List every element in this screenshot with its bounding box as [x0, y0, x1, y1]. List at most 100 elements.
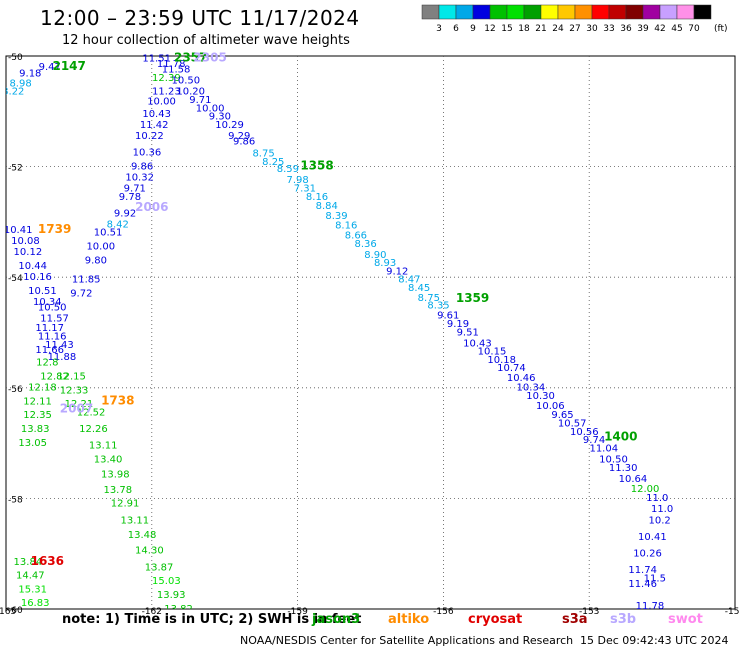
- y-tick-label: -54: [8, 274, 23, 284]
- track-time-label: 1359: [456, 291, 489, 305]
- wave-height-point: 10.29: [215, 120, 244, 131]
- wave-height-point: 8.47: [398, 275, 420, 286]
- wave-height-point: 13.05: [18, 438, 47, 449]
- colorbar-label: 24: [552, 24, 564, 34]
- satellite-legend-cryosat: cryosat: [468, 612, 523, 627]
- colorbar-unit: (ft): [714, 24, 728, 34]
- wave-height-point: 10.18: [487, 355, 516, 366]
- x-tick-label: -165: [0, 607, 16, 617]
- satellite-legend-s3a: s3a: [562, 612, 588, 627]
- wave-height-point: 10.46: [507, 373, 536, 384]
- wave-height-point: 11.23: [152, 87, 181, 98]
- wave-height-point: 13.83: [21, 424, 50, 435]
- wave-height-point: 9.18: [19, 68, 41, 79]
- y-tick-label: -52: [8, 164, 23, 174]
- wave-height-point: 9.29: [228, 131, 250, 142]
- wave-height-point: 12.91: [111, 499, 140, 510]
- x-tick-label: -153: [579, 607, 599, 617]
- wave-height-point: 11.46: [628, 579, 657, 590]
- track-time-label: 1738: [101, 393, 134, 407]
- wave-height-point: 9.71: [189, 95, 211, 106]
- wave-height-point: 10.26: [633, 548, 662, 559]
- satellite-legend-swot: swot: [668, 612, 703, 627]
- wave-height-point: 13.11: [89, 441, 118, 452]
- wave-height-point: 13.78: [103, 485, 132, 496]
- wave-height-point: 13.98: [101, 469, 130, 480]
- wave-height-point: 10.43: [463, 338, 492, 349]
- wave-height-point: 12.15: [57, 372, 86, 383]
- wave-height-point: 14.47: [16, 571, 45, 582]
- wave-height-point: 8.36: [355, 239, 377, 250]
- wave-height-point: 10.12: [14, 247, 43, 258]
- plot-frame: [5, 55, 736, 610]
- track-time-label: 1950: [633, 620, 666, 634]
- wave-height-point: 7.98: [286, 175, 308, 186]
- wave-height-point: 12.39: [152, 73, 181, 84]
- wave-height-point: 8.22: [2, 87, 24, 98]
- wave-height-point: 11.42: [140, 120, 169, 131]
- wave-height-point: 12.33: [60, 385, 89, 396]
- wave-height-point: 10.74: [497, 363, 526, 374]
- wave-height-point: 12.26: [79, 424, 108, 435]
- wave-height-point: 10.36: [133, 148, 162, 159]
- wave-height-point: 9.51: [457, 327, 479, 338]
- wave-height-point: 11.66: [35, 345, 64, 356]
- wave-height-point: 11.51: [142, 54, 171, 65]
- wave-height-point: 13.93: [157, 590, 186, 601]
- wave-height-point: 10.64: [619, 474, 648, 485]
- wave-height-point: 7.31: [294, 183, 316, 194]
- wave-height-point: 8.59: [277, 164, 299, 175]
- colorbar-label: 6: [453, 24, 459, 34]
- wave-height-point: 8.39: [325, 211, 347, 222]
- wave-height-point: 14.30: [135, 546, 164, 557]
- wave-height-point: 10.00: [196, 103, 225, 114]
- y-tick-label: -58: [8, 495, 23, 505]
- wave-height-point: 10.22: [135, 131, 164, 142]
- wave-height-point: 9.72: [70, 289, 92, 300]
- wave-height-point: 11.16: [38, 332, 67, 343]
- wave-height-point: 10.50: [599, 454, 628, 465]
- page-title: 12:00 – 23:59 UTC 11/17/2024: [40, 6, 360, 30]
- colorbar-label: 9: [470, 24, 476, 34]
- wave-height-point: 10.50: [171, 76, 200, 87]
- track-time-label: 1400: [604, 429, 637, 443]
- wave-height-point: 9.65: [551, 410, 573, 421]
- footer-note: note: 1) Time is in UTC; 2) SWH is in fe…: [62, 612, 362, 627]
- colorbar-label: 39: [637, 24, 649, 34]
- wave-height-point: 8.90: [364, 250, 386, 261]
- wave-height-point: 15.03: [152, 576, 181, 587]
- wave-height-point: 13.84: [14, 557, 43, 568]
- wave-height-point: 8.98: [9, 78, 31, 89]
- x-tick-label: -159: [287, 607, 308, 617]
- wave-height-point: 8.93: [374, 258, 396, 269]
- wave-height-point: 12.11: [23, 396, 52, 407]
- wave-height-point: 10.56: [570, 427, 599, 438]
- wave-height-point: 16.97: [26, 631, 55, 642]
- wave-height-point: 12.52: [77, 407, 106, 418]
- satellite-legend-s3b: s3b: [610, 612, 637, 627]
- wave-height-point: 13.40: [94, 454, 123, 465]
- wave-height-point: 11.78: [636, 601, 665, 612]
- wave-height-point: 10.20: [176, 87, 205, 98]
- wave-height-point: 12.82: [40, 372, 69, 383]
- colorbar-label: 30: [586, 24, 598, 34]
- wave-height-point: 11.0: [646, 493, 668, 504]
- wave-height-point: 8.84: [316, 201, 338, 212]
- colorbar-label: 27: [569, 24, 580, 34]
- wave-height-point: 10.43: [142, 109, 171, 120]
- colorbar-label: 3: [436, 24, 442, 34]
- wave-height-point: 10.30: [526, 391, 555, 402]
- wave-height-point: 8.16: [335, 221, 357, 232]
- track-time-label: 2305: [193, 51, 226, 65]
- satellite-legend-altiko: altiko: [388, 612, 430, 627]
- wave-height-point: 8.42: [107, 219, 129, 230]
- wave-height-point: 13.11: [120, 515, 149, 526]
- wave-height-point: 11.57: [40, 313, 69, 324]
- y-tick-label: -56: [8, 385, 23, 395]
- wave-height-point: 10.32: [125, 172, 154, 183]
- colorbar-label: 42: [654, 24, 665, 34]
- wave-height-point: 8.35: [427, 301, 449, 312]
- page-subtitle: 12 hour collection of altimeter wave hei…: [62, 33, 350, 48]
- track-time-label: 1636: [31, 554, 64, 568]
